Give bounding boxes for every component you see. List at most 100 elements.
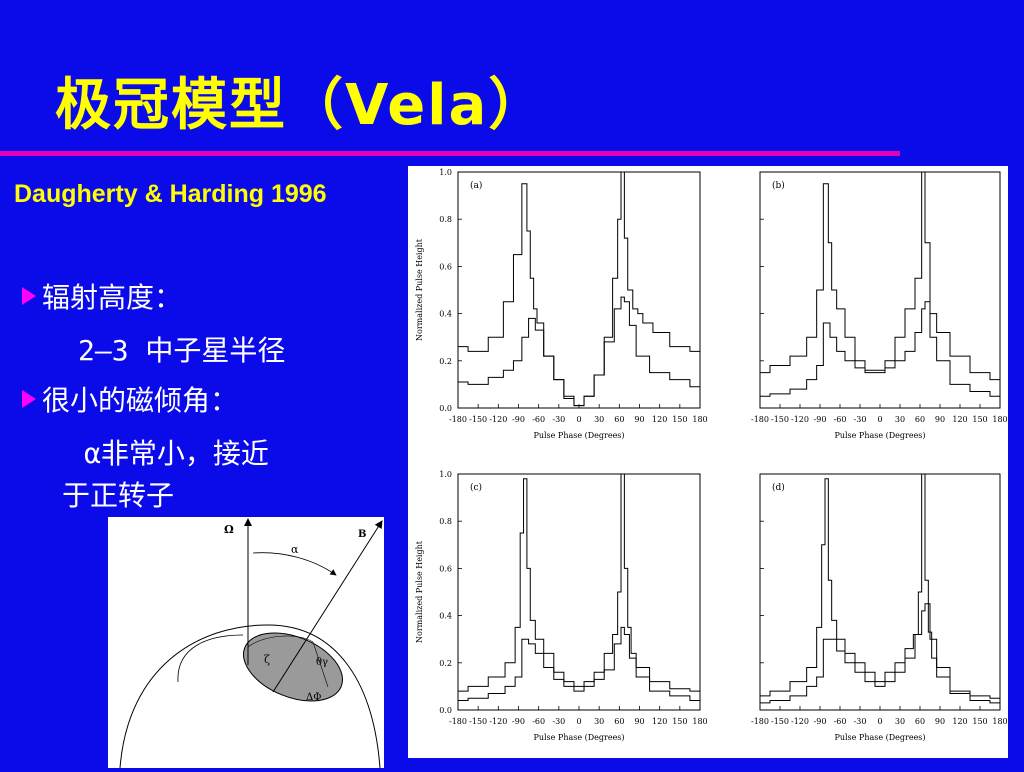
x-axis-label: Pulse Phase (Degrees) — [533, 431, 624, 440]
x-tick-label: -120 — [791, 717, 809, 726]
y-tick-label: 1.0 — [439, 470, 452, 479]
y-tick-label: 0.0 — [439, 404, 452, 413]
slide-title: 极冠模型（Vela） — [55, 73, 547, 138]
bullet-item: 辐射高度： — [22, 284, 182, 312]
theta-label: θγ — [316, 657, 328, 668]
x-tick-label: 60 — [614, 415, 624, 424]
star-surface-arc — [119, 624, 381, 769]
x-tick-label: 180 — [992, 415, 1007, 424]
y-tick-label: 0.8 — [439, 517, 452, 526]
y-tick-label: 0.0 — [439, 706, 452, 715]
bullet-subline: α非常小，接近 — [84, 440, 269, 468]
bullet-text: 于正转子 — [62, 479, 175, 512]
y-tick-label: 0.4 — [439, 310, 452, 319]
x-tick-label: -150 — [469, 717, 487, 726]
magnetic-axis — [272, 520, 383, 693]
pulse-profile-svg: (a)-180 -150 -120 -90 -60 -30 0 30 60 90 120 150 180… — [415, 168, 1008, 742]
panel-label: (c) — [470, 482, 482, 493]
delta-phi-label: ΔΦ — [306, 692, 321, 703]
y-tick-label: 0.6 — [439, 262, 452, 271]
zeta-label: ζ — [264, 653, 270, 666]
x-tick-label: -30 — [552, 717, 565, 726]
x-tick-label: 150 — [672, 415, 687, 424]
x-tick-label: 60 — [915, 415, 925, 424]
x-tick-label: -180 — [751, 415, 769, 424]
x-tick-label: 60 — [915, 717, 925, 726]
x-tick-label: -60 — [834, 415, 847, 424]
x-tick-label: 180 — [692, 717, 707, 726]
slide-subtitle: Daugherty & Harding 1996 — [14, 180, 327, 208]
x-tick-label: -90 — [512, 717, 525, 726]
y-tick-label: 0.2 — [439, 357, 452, 366]
x-tick-label: 90 — [634, 415, 644, 424]
x-axis-label: Pulse Phase (Degrees) — [834, 431, 925, 440]
x-tick-label: 0 — [576, 717, 581, 726]
panel-label: (d) — [772, 482, 785, 493]
pulse-profile-line — [760, 171, 1000, 381]
x-tick-label: -90 — [814, 415, 827, 424]
x-tick-label: 180 — [992, 717, 1007, 726]
panel-label: (a) — [470, 180, 482, 191]
y-tick-label: 0.6 — [439, 564, 452, 573]
x-axis-label: Pulse Phase (Degrees) — [834, 733, 925, 742]
panel-frame — [457, 473, 701, 711]
pulse-profile-line — [458, 473, 700, 692]
x-tick-label: -90 — [814, 717, 827, 726]
omega-label: Ω — [224, 523, 234, 536]
x-tick-label: -120 — [489, 717, 507, 726]
pulse-profile-line-secondary — [458, 626, 700, 702]
x-tick-label: -90 — [512, 415, 525, 424]
x-tick-label: -150 — [771, 717, 789, 726]
title-divider — [0, 151, 900, 156]
panel-frame — [759, 473, 1001, 711]
alpha-label: α — [291, 543, 299, 556]
x-tick-label: 180 — [692, 415, 707, 424]
x-tick-label: -180 — [751, 717, 769, 726]
x-tick-label: -60 — [834, 717, 847, 726]
x-tick-label: 0 — [877, 717, 882, 726]
pulse-profile-figure: (a) -180 -150 -120 -90 -60 -30 0 30 60 90 120 150 180… — [408, 166, 1008, 758]
pulse-profile-line-secondary — [760, 301, 1000, 397]
bullet-subline: 于正转子 — [62, 482, 174, 510]
x-tick-label: -60 — [532, 415, 545, 424]
x-tick-label: 30 — [594, 415, 604, 424]
bullet-item: 很小的磁倾角： — [22, 387, 238, 415]
alpha-arc — [252, 552, 337, 576]
x-tick-label: -30 — [552, 415, 565, 424]
x-tick-label: 120 — [952, 717, 967, 726]
bullet-subline: 2—3 中子星半径 — [78, 337, 285, 365]
x-tick-label: 90 — [634, 717, 644, 726]
bullet-arrow-icon — [22, 390, 36, 408]
x-tick-label: 90 — [935, 415, 945, 424]
pulse-profile-line — [458, 171, 700, 407]
x-tick-label: 30 — [895, 717, 905, 726]
x-tick-label: 90 — [935, 717, 945, 726]
pulse-panel: (b) -180 -150 -120 -90 -60 -30 0 30 60 90 120 150 180… — [751, 171, 1008, 440]
b-label: B — [358, 529, 366, 540]
y-tick-label: 0.2 — [439, 659, 452, 668]
y-tick-label: 1.0 — [439, 168, 452, 177]
x-axis-label: Pulse Phase (Degrees) — [533, 733, 624, 742]
x-tick-label: -60 — [532, 717, 545, 726]
x-tick-label: -30 — [854, 717, 867, 726]
panel-label: (b) — [772, 180, 785, 191]
diagram-svg: Ω B α ζ θγ ΔΦ — [119, 518, 383, 769]
x-tick-label: 0 — [576, 415, 581, 424]
x-tick-label: 30 — [895, 415, 905, 424]
pulse-panel: (d) -180 -150 -120 -90 -60 -30 0 30 60 90 120 150 180… — [751, 473, 1008, 742]
y-axis-label: Normalized Pulse Height — [415, 238, 424, 341]
x-tick-label: 150 — [972, 717, 987, 726]
y-axis-label: Normalized Pulse Height — [415, 540, 424, 643]
x-tick-label: -120 — [489, 415, 507, 424]
x-tick-label: 120 — [652, 717, 667, 726]
inner-arc — [177, 634, 244, 683]
bullet-text: 很小的磁倾角： — [42, 384, 239, 417]
bullet-text: α非常小，接近 — [84, 437, 269, 470]
x-tick-label: 30 — [594, 717, 604, 726]
polar-cap-diagram: Ω B α ζ θγ ΔΦ — [108, 517, 384, 769]
y-tick-label: 0.8 — [439, 215, 452, 224]
y-tick-label: 0.4 — [439, 612, 452, 621]
bullet-text: 2—3 中子星半径 — [78, 334, 286, 367]
pulse-profile-line-secondary — [760, 603, 1000, 704]
x-tick-label: -120 — [791, 415, 809, 424]
